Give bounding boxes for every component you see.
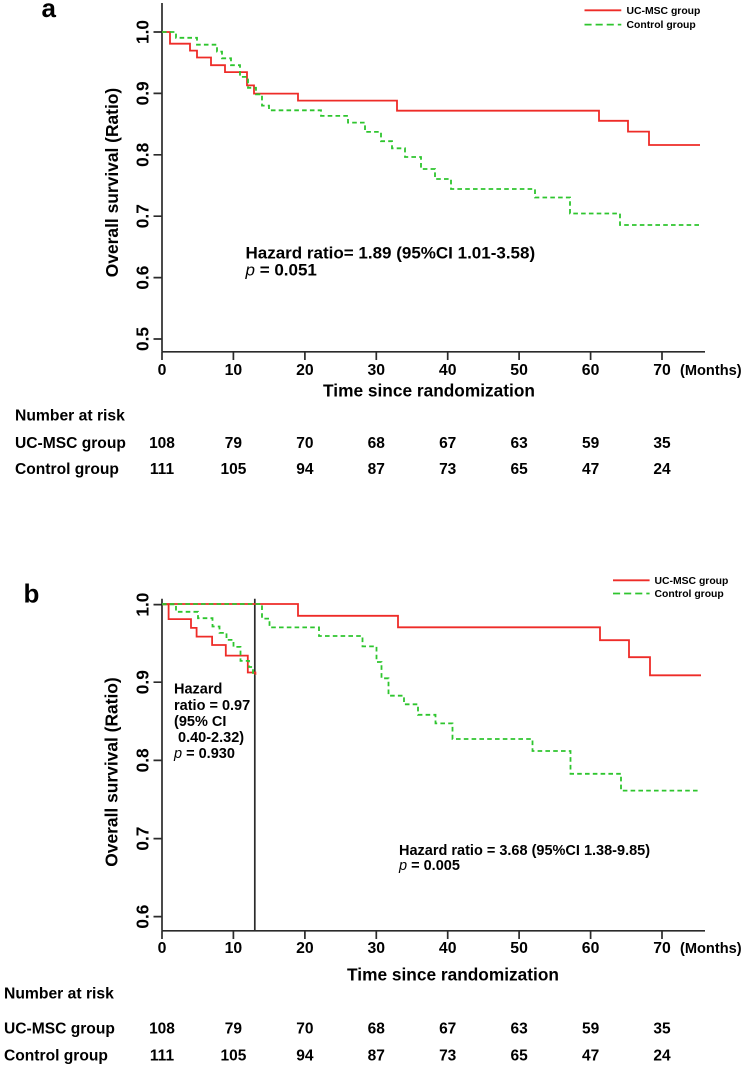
svg-text:Number at risk: Number at risk (4, 986, 114, 1003)
svg-text:Hazard ratio = 3.68 (95%CI 1.3: Hazard ratio = 3.68 (95%CI 1.38-9.85) (399, 843, 650, 859)
svg-text:Time since randomization: Time since randomization (347, 965, 559, 985)
svg-text:1.0: 1.0 (133, 20, 153, 44)
svg-text:Overall survival (Ratio): Overall survival (Ratio) (102, 88, 122, 277)
svg-text:(95% CI: (95% CI (174, 714, 226, 730)
svg-text:p = 0.930: p = 0.930 (173, 746, 235, 762)
svg-text:79: 79 (225, 435, 243, 452)
svg-text:63: 63 (510, 435, 528, 452)
svg-text:30: 30 (368, 362, 386, 379)
svg-text:0.8: 0.8 (133, 142, 153, 166)
svg-text:0.5: 0.5 (133, 327, 153, 351)
svg-text:87: 87 (368, 461, 385, 478)
svg-text:20: 20 (296, 362, 314, 379)
svg-text:70: 70 (296, 1021, 313, 1038)
svg-text:65: 65 (510, 461, 528, 478)
svg-text:0.6: 0.6 (133, 266, 153, 290)
svg-text:94: 94 (296, 461, 314, 478)
svg-text:67: 67 (439, 435, 456, 452)
svg-text:b: b (24, 578, 40, 608)
svg-text:0.40-2.32): 0.40-2.32) (178, 730, 244, 746)
svg-text:108: 108 (149, 1021, 175, 1038)
svg-text:ratio = 0.97: ratio = 0.97 (174, 698, 250, 714)
svg-text:105: 105 (220, 461, 246, 478)
svg-text:63: 63 (510, 1021, 528, 1038)
svg-text:0.9: 0.9 (133, 81, 153, 105)
svg-text:10: 10 (225, 940, 243, 957)
svg-text:87: 87 (368, 1048, 385, 1065)
svg-text:UC-MSC group: UC-MSC group (655, 576, 729, 587)
svg-text:35: 35 (653, 1021, 671, 1038)
svg-text:UC-MSC group: UC-MSC group (15, 435, 126, 452)
svg-text:0.8: 0.8 (133, 748, 153, 772)
svg-text:Control group: Control group (15, 461, 119, 478)
svg-text:68: 68 (368, 435, 386, 452)
svg-text:p = 0.005: p = 0.005 (398, 858, 460, 874)
svg-text:0: 0 (158, 362, 167, 379)
svg-text:Overall survival (Ratio): Overall survival (Ratio) (102, 677, 122, 866)
svg-text:59: 59 (582, 435, 600, 452)
svg-text:65: 65 (510, 1048, 528, 1065)
svg-text:0: 0 (158, 940, 167, 957)
svg-text:70: 70 (653, 940, 671, 957)
svg-text:Control group: Control group (627, 20, 696, 31)
svg-text:47: 47 (582, 461, 599, 478)
svg-text:(Months): (Months) (680, 363, 742, 379)
svg-text:Control group: Control group (4, 1048, 108, 1065)
svg-text:Control group: Control group (655, 589, 724, 600)
svg-text:47: 47 (582, 1048, 599, 1065)
svg-text:59: 59 (582, 1021, 600, 1038)
svg-text:94: 94 (296, 1048, 314, 1065)
svg-text:30: 30 (368, 940, 386, 957)
svg-text:a: a (42, 0, 57, 23)
svg-text:Hazard ratio= 1.89 (95%CI 1.01: Hazard ratio= 1.89 (95%CI 1.01-3.58) (246, 244, 536, 263)
svg-text:24: 24 (653, 461, 671, 478)
svg-text:111: 111 (150, 1048, 175, 1065)
svg-text:0.9: 0.9 (133, 670, 153, 694)
svg-text:20: 20 (296, 940, 314, 957)
svg-text:40: 40 (439, 362, 457, 379)
svg-text:108: 108 (149, 435, 175, 452)
svg-text:60: 60 (582, 362, 600, 379)
svg-text:60: 60 (582, 940, 600, 957)
svg-text:1.0: 1.0 (133, 593, 153, 617)
svg-text:0.6: 0.6 (133, 905, 153, 929)
svg-text:UC-MSC group: UC-MSC group (627, 6, 701, 17)
svg-text:67: 67 (439, 1021, 456, 1038)
svg-text:40: 40 (439, 940, 457, 957)
svg-text:79: 79 (225, 1021, 243, 1038)
svg-text:p = 0.051: p = 0.051 (245, 261, 317, 280)
svg-text:0.7: 0.7 (133, 204, 153, 228)
svg-text:UC-MSC group: UC-MSC group (4, 1021, 115, 1038)
svg-text:10: 10 (225, 362, 243, 379)
svg-text:50: 50 (510, 940, 528, 957)
svg-text:73: 73 (439, 1048, 457, 1065)
svg-text:70: 70 (653, 362, 671, 379)
svg-text:105: 105 (220, 1048, 246, 1065)
svg-text:50: 50 (510, 362, 528, 379)
svg-text:68: 68 (368, 1021, 386, 1038)
svg-text:(Months): (Months) (680, 941, 742, 957)
svg-text:Number at risk: Number at risk (15, 407, 125, 424)
svg-text:Hazard: Hazard (174, 682, 222, 698)
svg-text:73: 73 (439, 461, 457, 478)
svg-text:35: 35 (653, 435, 671, 452)
svg-text:Time since randomization: Time since randomization (323, 381, 535, 401)
svg-text:70: 70 (296, 435, 313, 452)
svg-text:24: 24 (653, 1048, 671, 1065)
svg-text:0.7: 0.7 (133, 827, 153, 851)
svg-text:111: 111 (150, 461, 175, 478)
